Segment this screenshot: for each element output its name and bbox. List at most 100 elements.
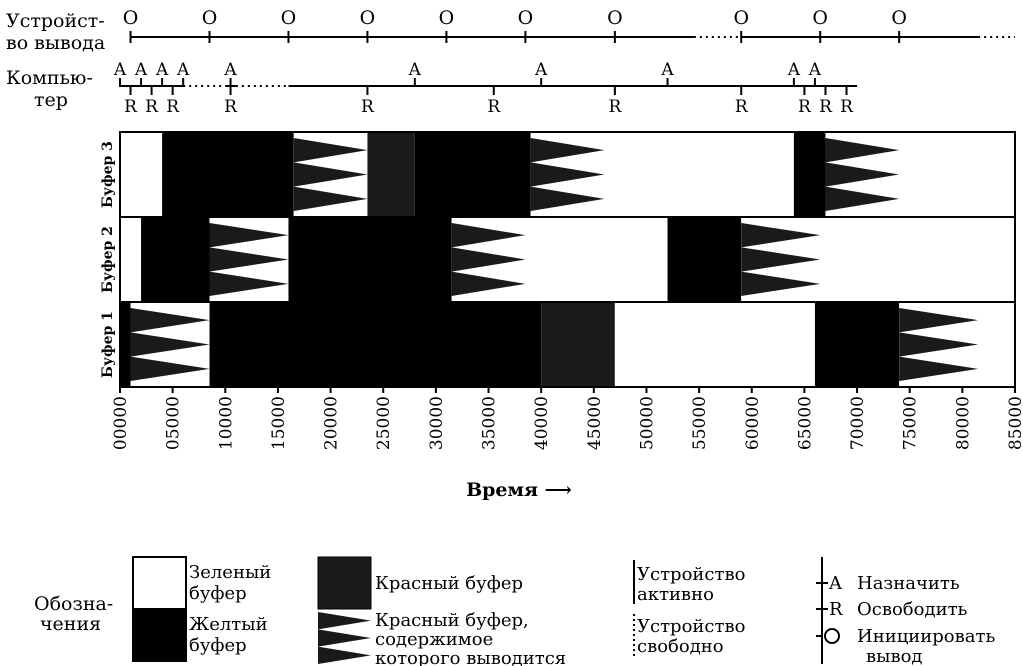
legend-output-text-line2: вывод [866,646,923,666]
release-event-marker: R [840,97,854,117]
buffer-interval-yellow [141,217,210,302]
output-event-marker: O [281,7,297,29]
buffer-interval-yellow [414,132,531,217]
release-event-marker: R [608,97,622,117]
legend-device-idle-line1: Устройство [637,616,745,637]
release-event-marker: R [361,97,375,117]
legend-yellow-swatch [132,608,187,662]
buffer-label: Буфер 3 [100,141,116,208]
assign-event-marker: A [787,60,801,80]
assign-event-marker: A [176,60,190,80]
buffer-interval-green [614,302,815,387]
release-event-marker: R [798,97,812,117]
buffer-interval-red-output [451,223,526,296]
release-event-marker: R [145,97,159,117]
buffer-bands: Буфер 3 Буфер 2 Буфер 1 [100,131,1016,388]
axis-tick-label: 65000 [795,396,815,450]
axis-tick-label: 80000 [953,396,973,450]
output-event-marker: O [123,7,139,29]
buffer-interval-red-output [209,223,289,296]
computer-row: Компью- тер A A A A A A A A A AR R R R R R R R R R R [6,60,858,117]
output-device-label-line2: во вывода [6,32,105,54]
legend-red-output-line1: Красный буфер, [375,610,529,631]
output-event-marker: O [439,7,455,29]
axis-tick-label: 10000 [216,396,236,450]
legend-red-output-swatch [318,612,371,664]
legend-device-idle-line2: свободно [637,636,724,657]
computer-label-line1: Компью- [6,67,93,89]
axis-tick-label: 00000 [111,396,131,450]
axis-tick-label: 40000 [532,396,552,450]
output-event-marker: O [202,7,218,29]
release-event-marker: R [735,97,749,117]
assign-event-marker: A [223,60,237,80]
legend-output-circle [824,628,840,644]
buffer-interval-red-output [825,138,900,211]
axis-tick-label: 75000 [901,396,921,450]
buffer-interval-red-output [899,308,979,381]
buffer-interval-green [899,132,1015,217]
release-event-marker: R [224,97,238,117]
buffer-interval-yellow [209,302,542,387]
axis-tick-label: 15000 [269,396,289,450]
output-event-marker: O [891,7,907,29]
buffer-interval-green [604,132,794,217]
buffer-interval-green [120,217,142,302]
axis-tick-label: 35000 [480,396,500,450]
buffer-interval-red-output [741,223,821,296]
output-device-row: Устройст- во вывода O O O O O O O O O O [6,7,1015,54]
axis-tick-label: 55000 [690,396,710,450]
legend-red-output-line2: содержимое [375,629,493,650]
axis-tick-label: 85000 [1006,396,1023,450]
legend-red-output-teeth [318,612,371,664]
buffer-label: Буфер 1 [100,311,116,378]
output-event-marker: O [607,7,623,29]
assign-event-marker: A [660,60,674,80]
output-event-marker: O [733,7,749,29]
assign-event-marker: A [534,60,548,80]
buffer-label: Буфер 2 [100,226,116,293]
buffer-interval-yellow [120,302,131,387]
legend-assign-letter: A [828,573,843,594]
legend-green-swatch [132,556,187,610]
release-event-marker: R [819,97,833,117]
output-device-label-line1: Устройст- [6,10,105,32]
legend-title-line2: чения [40,613,101,635]
legend-green-line2: буфер [189,583,247,604]
buffer-interval-red-output [293,138,368,211]
output-event-marker: O [518,7,534,29]
buffer-interval-yellow [793,132,826,217]
computer-label-line2: тер [34,89,68,111]
legend-release-text: Освободить [857,599,968,620]
release-event-marker: R [166,97,180,117]
release-event-marker: R [487,97,501,117]
release-event-marker: R [124,97,138,117]
legend-red-label: Красный буфер [375,573,523,594]
buffer-interval-red-output [530,138,605,211]
legend-yellow-line1: Желтый [189,614,268,635]
buffer-interval-yellow [162,132,294,217]
assign-event-marker: A [408,60,422,80]
legend-release-letter: R [829,599,843,620]
computer-events: A A A A A A A A A AR R R R R R R R R R R [113,60,858,117]
legend-red-swatch [317,556,372,610]
axis-tick-label: 30000 [427,396,447,450]
time-axis: 00000 05000 10000 15000 20000 25000 30000 35000… [111,386,1023,450]
legend-device-active-line1: Устройство [637,564,745,585]
buffer-interval-red [541,302,615,387]
buffer-interval-red-output [130,308,210,381]
axis-tick-label: 60000 [743,396,763,450]
buffer-interval-green [120,132,163,217]
axis-tick-label: 05000 [164,396,184,450]
assign-event-marker: A [134,60,148,80]
buffer-interval-yellow [667,217,742,302]
axis-tick-label: 50000 [637,396,657,450]
legend-title-line1: Обозна- [34,593,113,615]
legend-red-output-line3: которого выводится [375,648,566,666]
buffer-interval-green [525,217,668,302]
axis-tick-label: 25000 [374,396,394,450]
buffer-interval-green [978,302,1015,387]
legend-output-text-line1: Инициировать [857,626,995,647]
